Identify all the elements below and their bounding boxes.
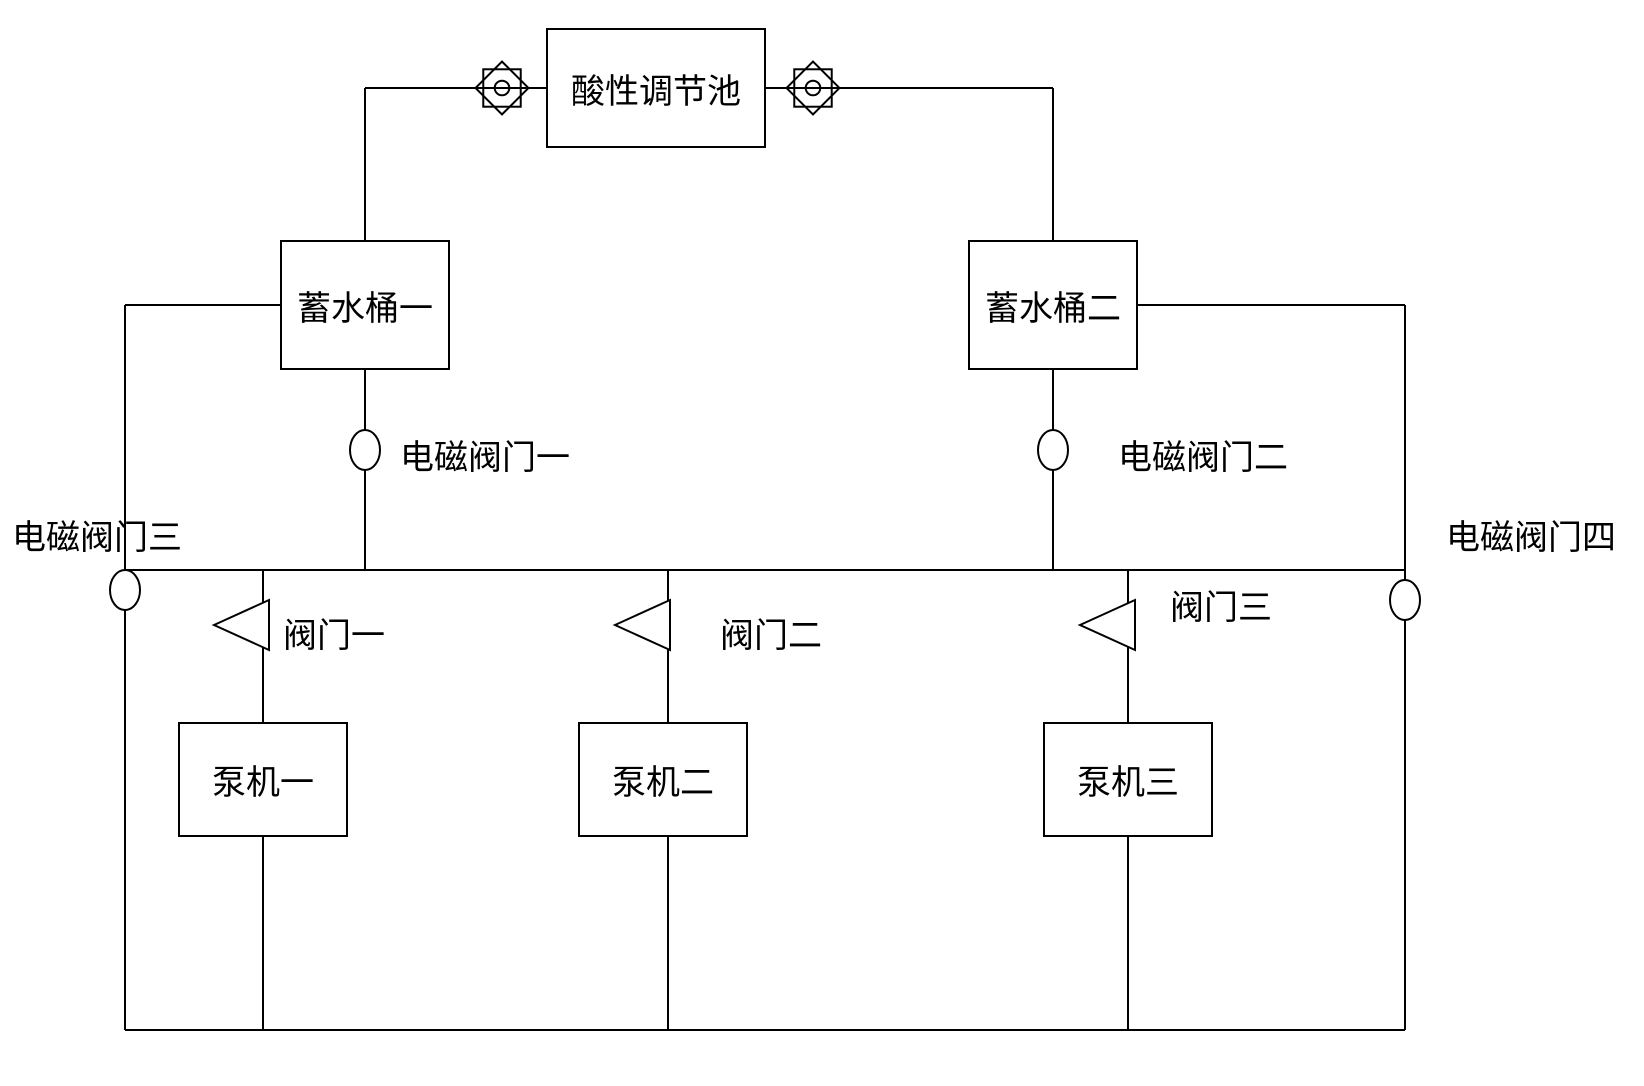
box-tank2: 蓄水桶二	[968, 240, 1138, 370]
label-ev1: 电磁阀门一	[400, 430, 570, 479]
label-tank2: 蓄水桶二	[985, 281, 1121, 330]
label-ev2: 电磁阀门二	[1118, 430, 1288, 479]
label-v2: 阀门二	[720, 608, 822, 657]
label-tank1: 蓄水桶一	[297, 281, 433, 330]
box-tank1: 蓄水桶一	[280, 240, 450, 370]
box-pump3: 泵机三	[1043, 722, 1213, 837]
label-pump2: 泵机二	[612, 755, 714, 804]
label-ev3: 电磁阀门三	[12, 510, 182, 559]
diagram-svg	[0, 0, 1644, 1086]
box-acid-tank: 酸性调节池	[546, 28, 766, 148]
label-v1: 阀门一	[283, 608, 385, 657]
box-pump1: 泵机一	[178, 722, 348, 837]
label-acid-tank: 酸性调节池	[571, 64, 741, 113]
label-pump1: 泵机一	[212, 755, 314, 804]
label-pump3: 泵机三	[1077, 755, 1179, 804]
label-ev4: 电磁阀门四	[1446, 510, 1616, 559]
label-v3: 阀门三	[1170, 580, 1272, 629]
box-pump2: 泵机二	[578, 722, 748, 837]
